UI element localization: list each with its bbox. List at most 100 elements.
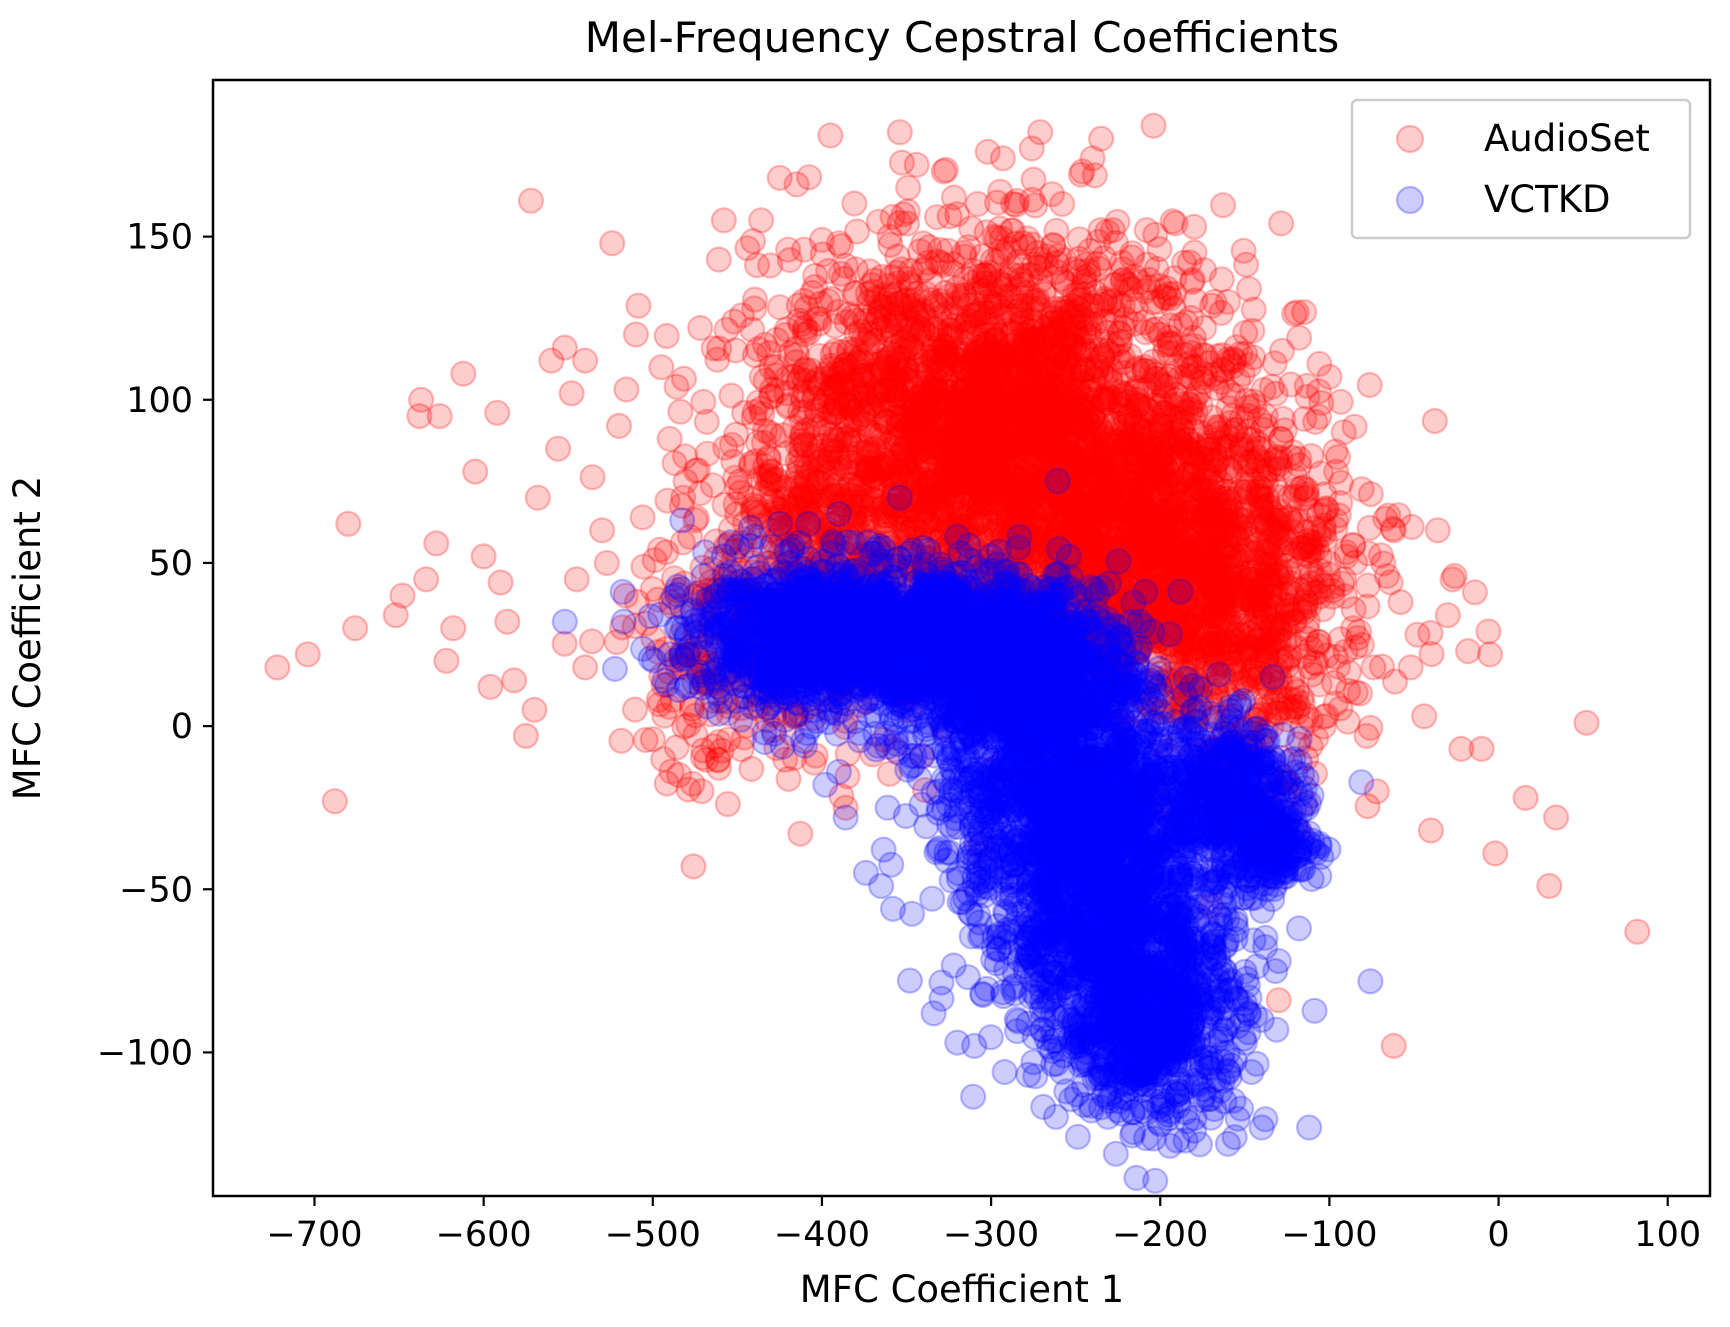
audioset-point [905,453,932,480]
audioset-point [653,322,680,350]
audioset-point [1036,476,1063,503]
audioset-point [945,500,973,528]
audioset-point [789,540,816,568]
audioset-point [992,299,1019,326]
audioset-point [932,476,959,503]
audioset-point [989,602,1016,630]
audioset-point [1091,482,1118,510]
audioset-point [1113,483,1141,510]
audioset-point [992,379,1019,406]
audioset-point [1304,632,1331,659]
audioset-point [871,455,898,483]
audioset-point [1039,563,1067,590]
audioset-point [1167,502,1194,529]
audioset-point [1273,611,1301,638]
audioset-point [1004,393,1031,420]
audioset-point [1170,409,1197,436]
audioset-point [1255,456,1283,483]
audioset-point [1079,402,1106,430]
audioset-point [1098,555,1126,582]
audioset-point [1267,210,1295,237]
audioset-point [911,407,938,434]
audioset-point [1136,461,1164,488]
audioset-point [1007,509,1034,537]
audioset-point [1271,581,1298,608]
audioset-point [1023,519,1050,547]
audioset-point [1026,575,1054,603]
audioset-point [1027,330,1055,357]
audioset-point [1114,431,1141,458]
audioset-point [1031,426,1059,453]
audioset-point [1091,474,1118,501]
audioset-point [1055,486,1082,513]
audioset-point [788,483,815,510]
audioset-point [935,342,962,369]
audioset-point [960,257,987,285]
audioset-point [1020,545,1047,572]
audioset-point [1023,397,1050,424]
audioset-point [1173,564,1200,591]
audioset-point [987,555,1014,583]
audioset-point [1124,393,1151,420]
audioset-point [1146,512,1173,539]
audioset-point [1148,535,1176,562]
audioset-point [1063,417,1091,444]
audioset-point [1092,456,1119,483]
audioset-point [1079,559,1106,586]
audioset-point [1290,299,1318,326]
audioset-point [936,530,963,558]
audioset-point [1152,607,1179,634]
series-audioset [264,112,1651,1060]
audioset-point [869,637,897,665]
audioset-point [1063,562,1090,589]
audioset-point [836,443,863,470]
audioset-point [1130,435,1157,462]
audioset-point [983,344,1011,371]
audioset-point [873,408,901,435]
audioset-point [1083,409,1110,436]
audioset-point [936,530,964,557]
audioset-point [1168,417,1196,444]
audioset-point [1152,498,1179,525]
audioset-point [1375,502,1402,529]
audioset-point [894,362,921,389]
audioset-point [1327,388,1354,415]
audioset-point [794,511,821,539]
audioset-point [1186,444,1214,471]
audioset-point [1220,346,1247,373]
audioset-point [1176,555,1204,583]
audioset-point [1151,527,1178,555]
audioset-point [1014,350,1041,378]
audioset-point [1085,562,1113,589]
chart-title: Mel-Frequency Cepstral Coefficients [585,13,1339,62]
audioset-point [995,384,1022,412]
audioset-point [1240,388,1267,415]
audioset-point [949,376,977,404]
audioset-point [1093,558,1120,586]
audioset-point [1073,408,1101,435]
audioset-point [1069,305,1097,333]
audioset-point [1111,429,1139,457]
audioset-point [1262,507,1289,534]
audioset-point [1093,478,1121,505]
audioset-point [964,537,991,564]
audioset-point [1069,489,1096,516]
audioset-point [965,509,993,536]
audioset-point [856,519,884,546]
audioset-point [1183,473,1210,500]
audioset-point [968,346,995,373]
audioset-point [1050,331,1078,358]
audioset-point [1236,352,1263,379]
audioset-point [1015,523,1042,550]
audioset-point [1028,401,1056,428]
audioset-point [795,640,822,668]
audioset-point [785,367,813,394]
audioset-point [1065,515,1093,542]
audioset-point [1011,556,1038,584]
audioset-point [1077,433,1105,460]
audioset-point [1023,363,1051,390]
audioset-point [1232,478,1259,505]
audioset-point [1133,548,1161,575]
audioset-point [993,561,1020,588]
audioset-point [965,442,993,469]
